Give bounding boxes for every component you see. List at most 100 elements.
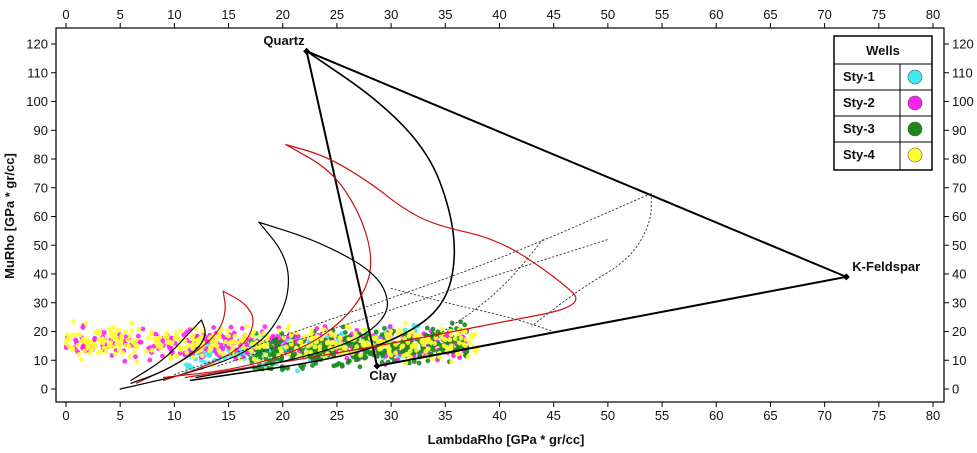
data-point — [425, 346, 431, 352]
data-point — [425, 358, 431, 364]
model-curve — [195, 221, 389, 379]
data-point — [211, 325, 217, 330]
data-point — [149, 347, 155, 353]
data-point — [120, 350, 125, 355]
y-right-tick-label: 40 — [952, 267, 966, 282]
axes-layer: 0055101015152020252530303535404045455050… — [26, 7, 973, 423]
data-point — [412, 341, 417, 347]
y-right-tick-label: 120 — [952, 37, 974, 52]
data-point — [441, 343, 447, 349]
data-point — [81, 344, 87, 350]
data-point — [137, 339, 143, 345]
data-point — [329, 340, 335, 346]
data-point — [223, 339, 229, 345]
data-point — [100, 336, 106, 342]
data-point — [336, 361, 342, 366]
data-point — [116, 327, 122, 333]
data-point — [454, 351, 460, 357]
data-point — [467, 340, 473, 346]
x-tick-label: 20 — [276, 408, 290, 423]
x-tick-label: 15 — [221, 408, 235, 423]
data-point — [405, 340, 411, 346]
data-point — [456, 340, 462, 346]
legend-entry-label: Sty-3 — [843, 121, 875, 136]
data-point — [357, 364, 363, 370]
data-point — [66, 343, 72, 349]
x-tick-label: 5 — [117, 408, 124, 423]
data-point — [67, 336, 72, 342]
endmember-label: Quartz — [263, 33, 305, 48]
legend-title: Wells — [866, 43, 900, 58]
data-point — [251, 329, 257, 335]
data-point — [157, 334, 163, 340]
x-top-tick-label: 5 — [117, 7, 124, 22]
x-top-tick-label: 0 — [62, 7, 69, 22]
data-point — [402, 327, 408, 333]
data-point — [309, 336, 315, 341]
data-point — [430, 356, 436, 361]
data-point — [182, 338, 188, 344]
data-point — [380, 353, 385, 358]
x-tick-label: 0 — [62, 408, 69, 423]
data-point — [112, 331, 118, 337]
data-point — [373, 329, 379, 335]
data-point — [317, 344, 323, 350]
data-point — [83, 321, 89, 327]
x-tick-label: 70 — [817, 408, 831, 423]
data-point — [242, 332, 248, 338]
data-point — [87, 351, 93, 356]
data-point — [300, 366, 305, 371]
y-right-tick-label: 90 — [952, 123, 966, 138]
data-point — [402, 320, 408, 326]
data-point — [131, 349, 137, 355]
data-point — [239, 325, 245, 331]
data-point — [79, 357, 84, 363]
data-point — [295, 334, 301, 339]
data-point — [339, 363, 345, 369]
data-point — [337, 336, 343, 342]
data-point — [293, 338, 299, 344]
data-point — [144, 348, 149, 354]
y-tick-label: 100 — [26, 94, 48, 109]
data-point — [249, 333, 255, 339]
data-point — [432, 341, 438, 346]
data-point — [207, 353, 212, 359]
data-point — [404, 351, 409, 357]
data-point — [80, 325, 86, 330]
data-point — [153, 331, 159, 337]
model-curve — [184, 144, 577, 379]
x-top-tick-label: 55 — [655, 7, 669, 22]
data-point — [420, 337, 426, 343]
data-point — [376, 346, 382, 352]
data-point — [108, 340, 114, 346]
data-point — [136, 326, 142, 332]
y-right-tick-label: 100 — [952, 94, 974, 109]
data-point — [379, 332, 385, 338]
data-point — [226, 341, 232, 347]
data-point — [216, 334, 222, 340]
y-right-tick-label: 70 — [952, 180, 966, 195]
x-top-tick-label: 40 — [492, 7, 506, 22]
legend-swatch — [907, 121, 923, 137]
x-top-tick-label: 65 — [763, 7, 777, 22]
data-point — [110, 344, 116, 350]
data-point — [449, 359, 455, 365]
data-point — [292, 351, 298, 357]
data-point — [323, 344, 329, 350]
legend-entry-label: Sty-1 — [843, 69, 875, 84]
legend: Wells Sty-1 Sty-2 Sty-3 Sty-4 — [833, 35, 933, 171]
data-point — [414, 347, 419, 353]
data-point — [269, 335, 275, 341]
data-point — [384, 334, 390, 340]
legend-entry: Sty-2 — [843, 95, 923, 111]
data-point — [403, 360, 409, 366]
endmember-label: Clay — [369, 368, 397, 383]
data-point — [331, 363, 337, 369]
data-point — [127, 354, 133, 360]
data-point — [75, 342, 81, 348]
data-point — [424, 325, 430, 331]
x-top-tick-label: 50 — [601, 7, 615, 22]
data-point — [230, 344, 235, 350]
data-point — [127, 333, 133, 339]
